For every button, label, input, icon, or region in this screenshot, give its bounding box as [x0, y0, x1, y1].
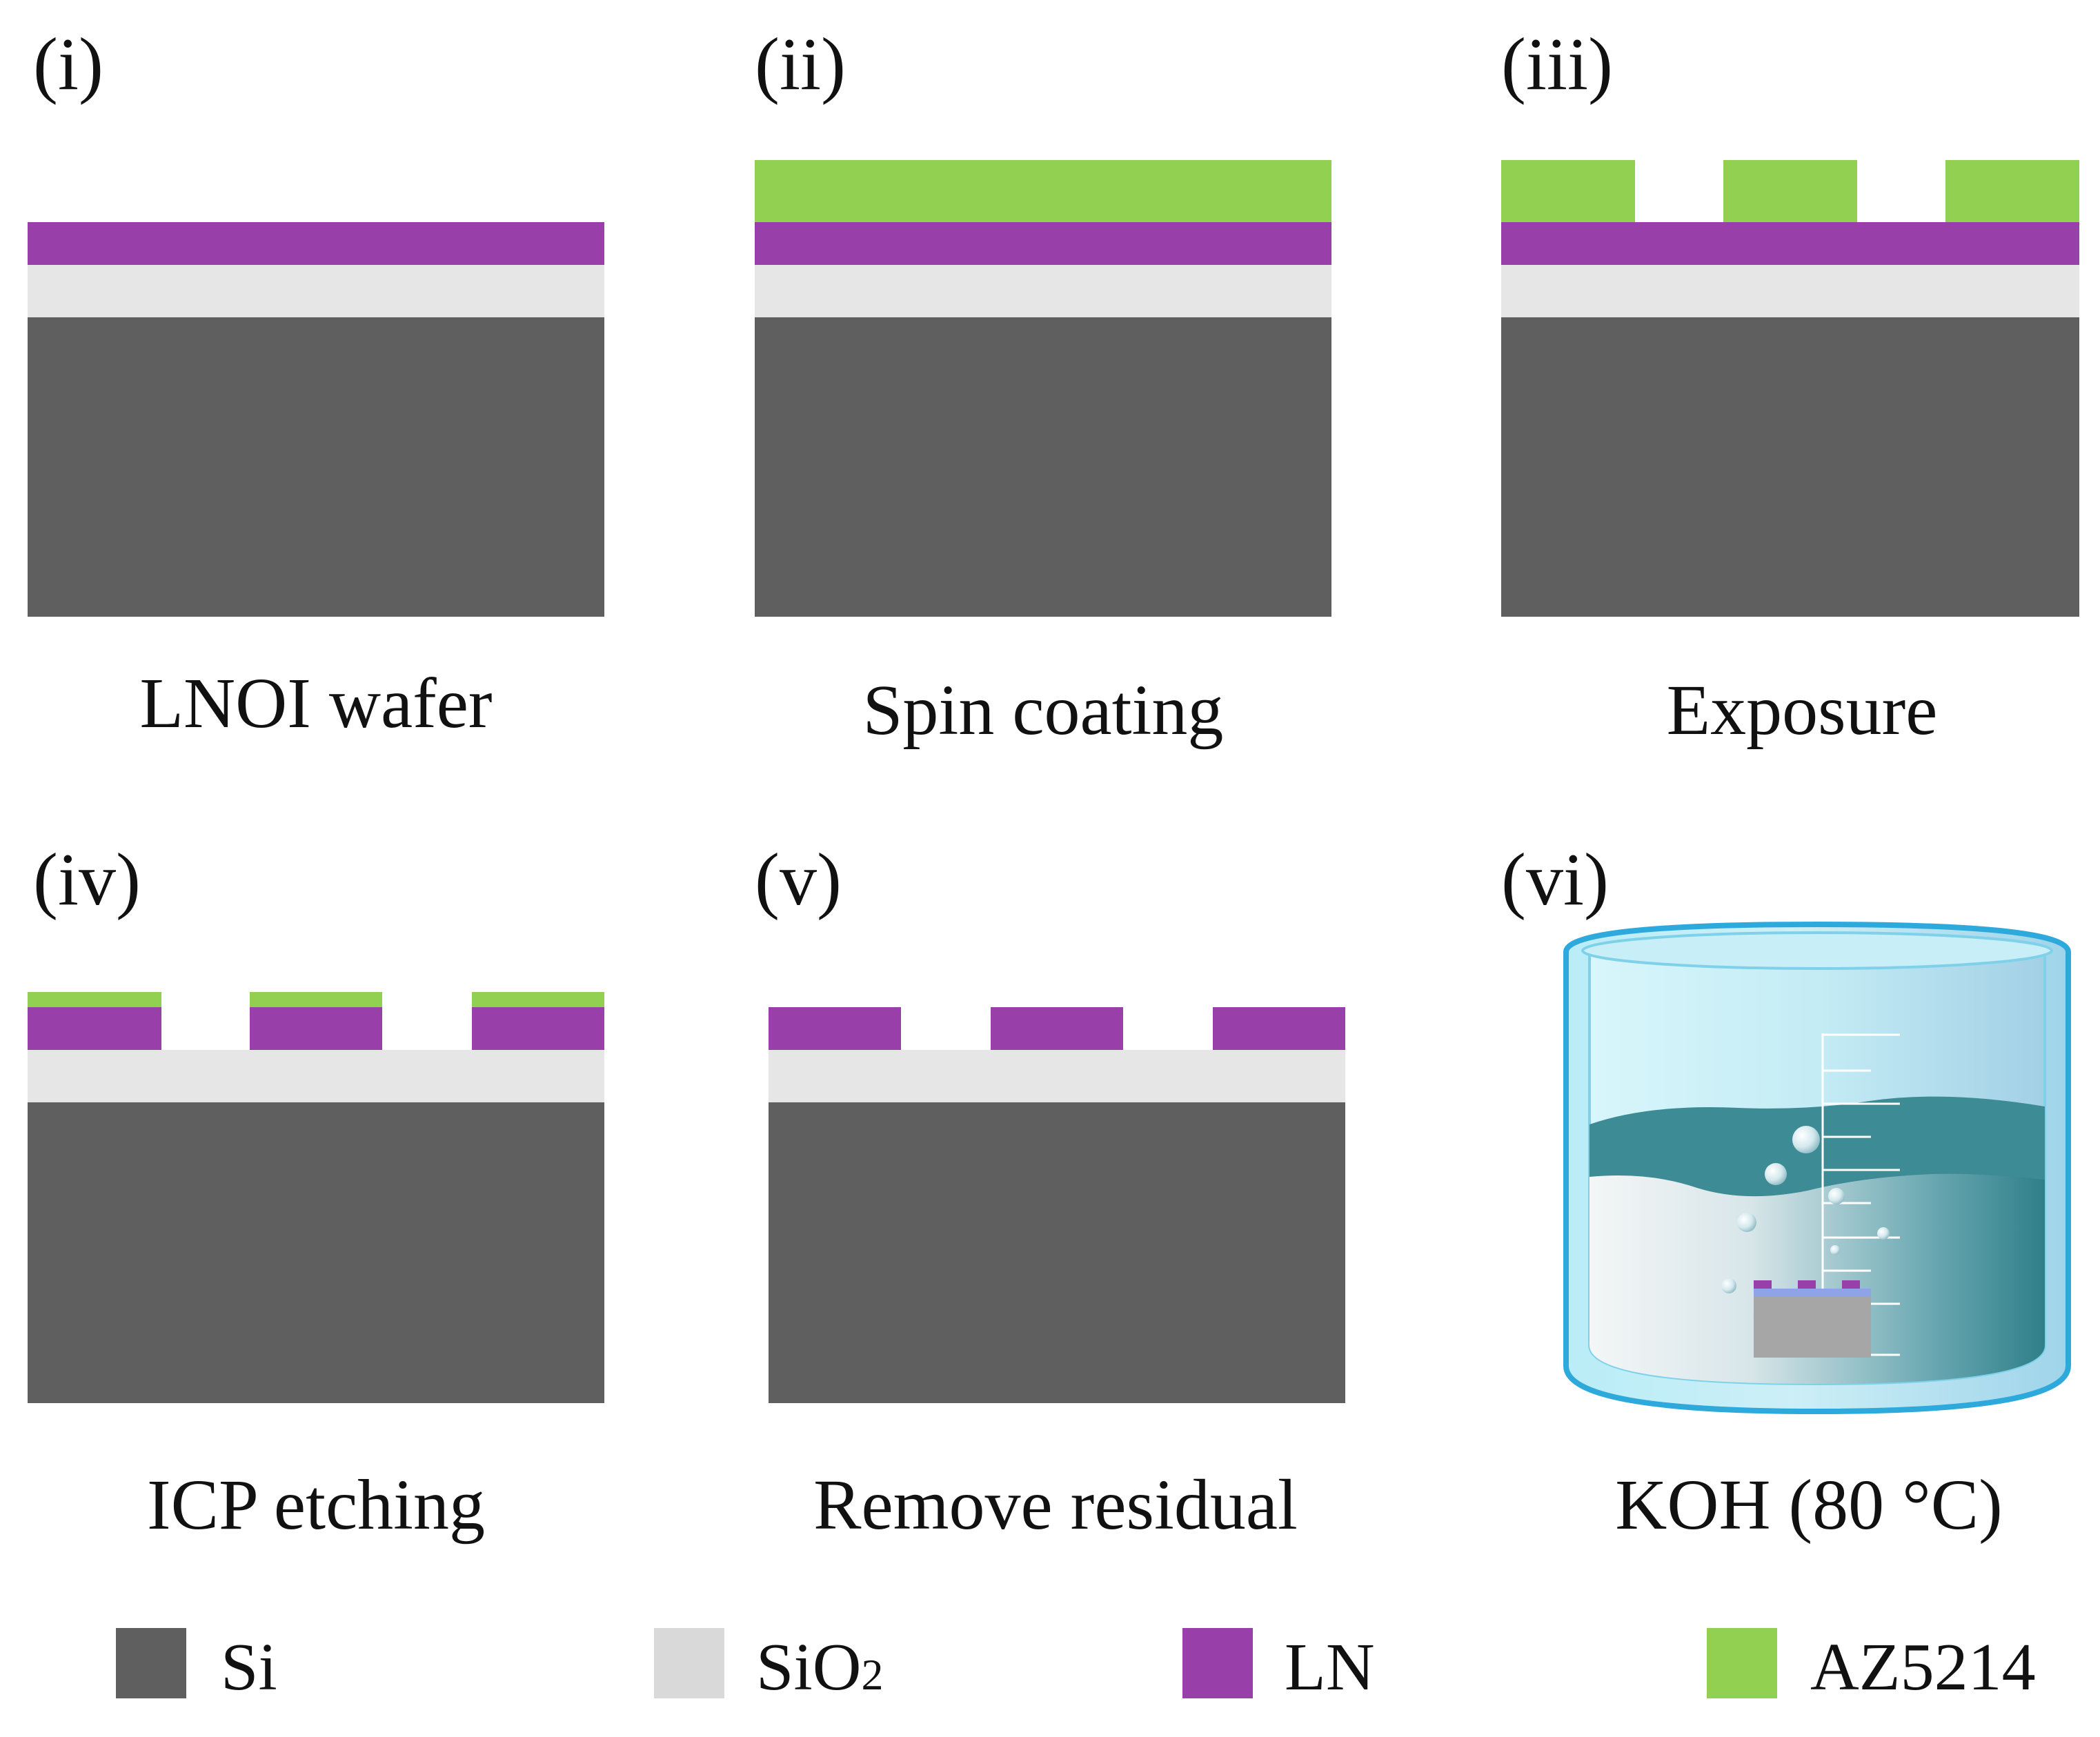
caption-icp-etching: ICP etching [146, 1465, 486, 1545]
sio2-layer [755, 265, 1331, 317]
si-substrate [28, 1102, 604, 1403]
legend-swatch-si [116, 1628, 186, 1698]
ln-ridge-2 [250, 1007, 382, 1050]
bubble [1721, 1278, 1736, 1293]
panel-label-iv: (iv) [33, 839, 141, 921]
koh-beaker-illustration [1563, 921, 2071, 1415]
caption-spin-coating: Spin coating [862, 671, 1224, 750]
si-substrate [1501, 317, 2079, 617]
ln-layer [1501, 222, 2079, 265]
sio2-layer [769, 1050, 1345, 1102]
bubble [1877, 1227, 1890, 1240]
sio2-layer [28, 265, 604, 317]
legend-label-ln: LN [1285, 1630, 1375, 1705]
ln-ridge-2 [991, 1007, 1123, 1050]
koh-solution [1589, 1145, 2045, 1384]
az5214-pattern-2 [1723, 160, 1857, 222]
ln-ridge-1 [769, 1007, 901, 1050]
immersed-chip [1754, 1280, 1871, 1358]
ln-ridge-3 [472, 1007, 604, 1050]
az5214-residual-2 [250, 992, 382, 1007]
legend-label-sio2: SiO2 [756, 1630, 884, 1705]
sio2-layer [1501, 265, 2079, 317]
legend-label-si: Si [221, 1630, 277, 1705]
bubble [1792, 1126, 1820, 1153]
si-substrate [769, 1102, 1345, 1403]
si-substrate [28, 317, 604, 617]
si-substrate [755, 317, 1331, 617]
az5214-pattern-3 [1945, 160, 2079, 222]
bubble [1828, 1188, 1845, 1204]
bubble [1737, 1213, 1756, 1232]
panel-label-iii: (iii) [1501, 23, 1613, 106]
sio2-subscript: 2 [861, 1650, 884, 1699]
ln-ridge-1 [28, 1007, 161, 1050]
panel-label-i: (i) [33, 23, 103, 106]
az5214-pattern-1 [1501, 160, 1635, 222]
ln-layer [755, 222, 1331, 265]
az5214-layer [755, 160, 1331, 222]
ln-ridge-3 [1213, 1007, 1345, 1050]
bubble [1765, 1163, 1787, 1185]
caption-remove-residual: Remove residual [813, 1465, 1298, 1545]
legend-swatch-sio2 [654, 1628, 724, 1698]
panel-label-vi: (vi) [1501, 839, 1609, 921]
legend-label-az5214: AZ5214 [1810, 1630, 2036, 1705]
az5214-residual-3 [472, 992, 604, 1007]
caption-lnoi-wafer: LNOI wafer [139, 664, 493, 743]
beaker-rim [1581, 931, 2053, 970]
caption-koh: KOH (80 °C) [1615, 1465, 2003, 1545]
sio2-layer [28, 1050, 604, 1102]
panel-label-ii: (ii) [755, 23, 846, 106]
ln-layer [28, 222, 604, 265]
panel-label-v: (v) [755, 839, 842, 921]
legend-swatch-az5214 [1707, 1628, 1777, 1698]
bubble [1830, 1245, 1840, 1255]
caption-exposure: Exposure [1666, 671, 1938, 750]
az5214-residual-1 [28, 992, 161, 1007]
legend-swatch-ln [1182, 1628, 1253, 1698]
